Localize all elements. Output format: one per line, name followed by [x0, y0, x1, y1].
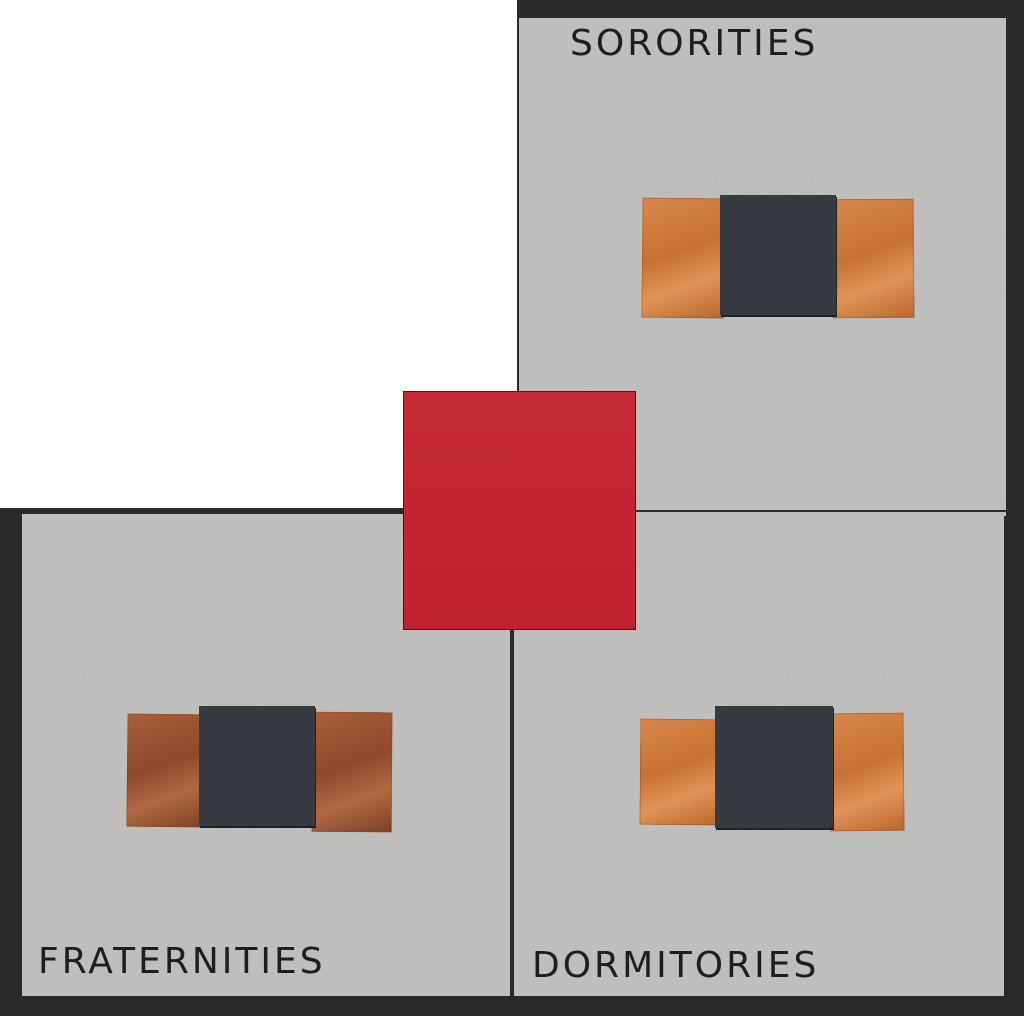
copper-tab-left	[126, 713, 206, 828]
copper-tab-right	[311, 711, 393, 833]
label-sororities: SORORITIES	[570, 23, 819, 64]
dark-block	[199, 706, 315, 826]
dark-block	[715, 706, 833, 828]
copper-tab-right	[831, 198, 915, 319]
dark-block	[720, 195, 836, 315]
copper-tab-left	[641, 197, 725, 319]
copper-tab-right	[829, 712, 905, 832]
divider-horizontal	[636, 510, 1006, 512]
label-dormitories: DORMITORIES	[532, 945, 820, 986]
divider-vertical	[511, 628, 513, 996]
copper-tab-left	[639, 718, 721, 826]
red-square	[404, 392, 635, 629]
label-fraternities: FRATERNITIES	[38, 941, 326, 982]
